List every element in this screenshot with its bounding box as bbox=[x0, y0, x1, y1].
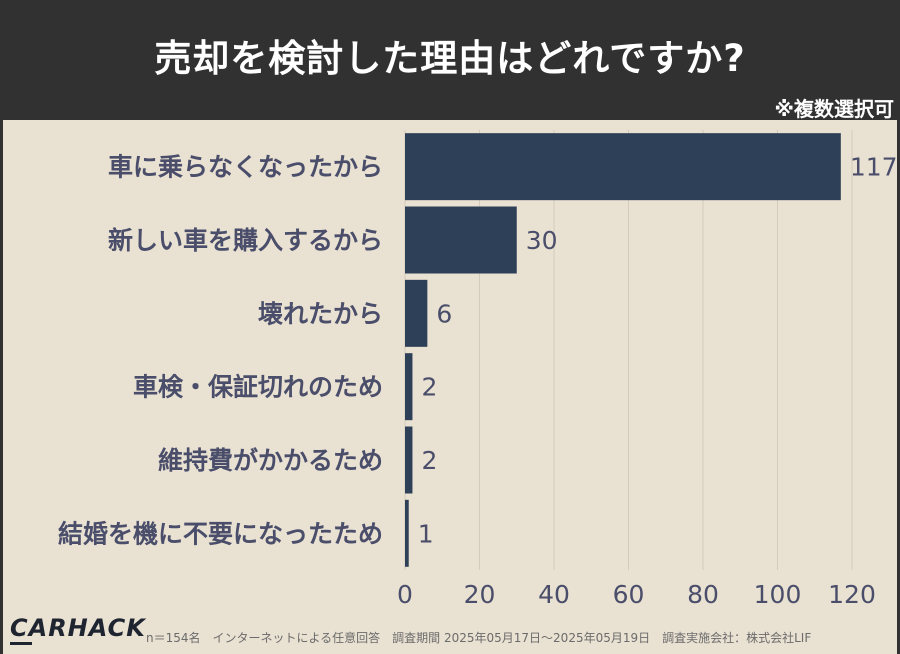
x-tick-label-3: 60 bbox=[613, 580, 645, 609]
bar-1 bbox=[405, 206, 517, 274]
x-tick-label-5: 100 bbox=[754, 580, 802, 609]
value-label-5: 1 bbox=[418, 519, 434, 548]
category-label-2: 壊れたから bbox=[258, 299, 383, 328]
category-label-4: 維持費がかかるため bbox=[158, 446, 383, 475]
multiple-choice-note: ※複数選択可 bbox=[774, 97, 894, 121]
value-label-1: 30 bbox=[526, 226, 558, 255]
logo-underline bbox=[10, 642, 32, 645]
x-tick-label-4: 80 bbox=[687, 580, 719, 609]
value-label-0: 117 bbox=[850, 153, 898, 182]
header-band: 売却を検討した理由はどれですか? ※複数選択可 bbox=[0, 0, 900, 121]
survey-info: n＝154名 インターネットによる任意回答 調査期間 2025年05月17日〜2… bbox=[146, 631, 812, 645]
value-label-4: 2 bbox=[421, 446, 437, 475]
x-tick-label-2: 40 bbox=[538, 580, 570, 609]
x-tick-label-6: 120 bbox=[828, 580, 876, 609]
category-label-3: 車検・保証切れのため bbox=[133, 373, 383, 402]
bar-3 bbox=[405, 353, 413, 421]
value-label-3: 2 bbox=[421, 373, 437, 402]
bar-4 bbox=[405, 426, 413, 494]
category-label-0: 車に乗らなくなったから bbox=[108, 153, 383, 182]
chart-title: 売却を検討した理由はどれですか? bbox=[154, 37, 746, 80]
value-label-2: 6 bbox=[436, 299, 452, 328]
left-border bbox=[0, 120, 3, 654]
bar-2 bbox=[405, 279, 428, 347]
x-tick-label-0: 0 bbox=[397, 580, 413, 609]
right-border bbox=[897, 120, 900, 654]
bar-5 bbox=[405, 499, 409, 567]
bar-0 bbox=[405, 133, 841, 201]
carhack-logo: CARHACK bbox=[10, 614, 146, 642]
footer: CARHACK n＝154名 インターネットによる任意回答 調査期間 2025年… bbox=[0, 612, 900, 654]
x-tick-label-1: 20 bbox=[464, 580, 496, 609]
category-label-1: 新しい車を購入するから bbox=[108, 226, 383, 255]
category-label-5: 結婚を機に不要になったため bbox=[58, 519, 383, 548]
